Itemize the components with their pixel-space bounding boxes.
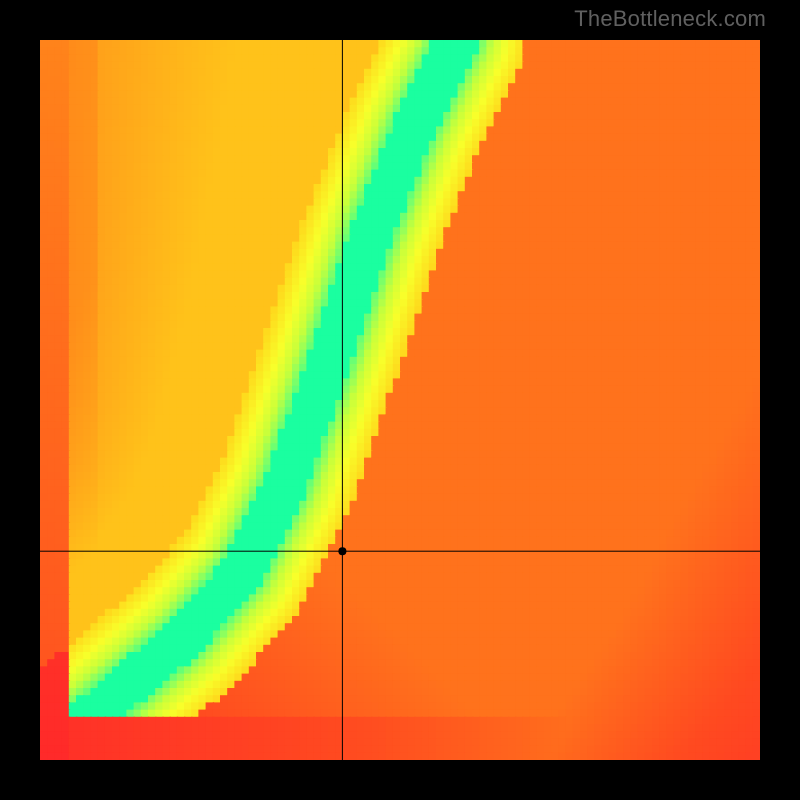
watermark-text: TheBottleneck.com [574,6,766,32]
heatmap-plot [40,40,760,760]
chart-container: TheBottleneck.com [0,0,800,800]
heatmap-canvas [40,40,760,760]
